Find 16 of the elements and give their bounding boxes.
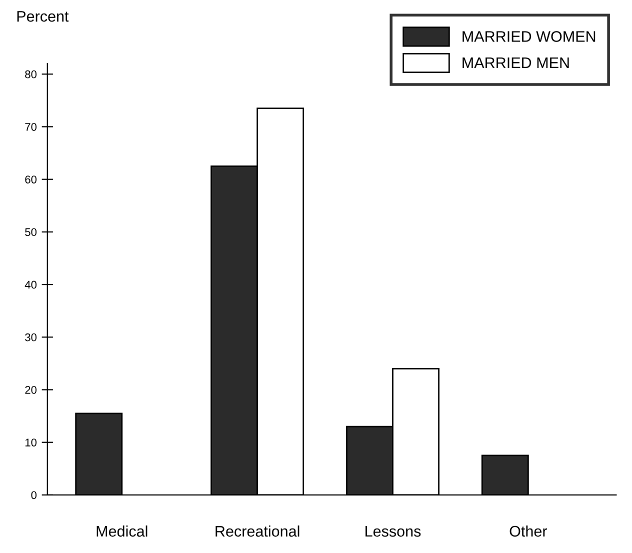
y-tick-label: 60 xyxy=(25,176,37,184)
y-tick-label: 0 xyxy=(31,491,37,500)
y-tick-label: 80 xyxy=(25,70,37,78)
x-tick-label: Medical xyxy=(96,525,148,537)
y-tick-label: 20 xyxy=(25,386,37,394)
y-tick-label: 70 xyxy=(25,122,37,131)
legend-label: MARRIED WOMEN xyxy=(462,31,596,42)
x-tick-label: Other xyxy=(510,525,548,537)
y-tick-label: 30 xyxy=(25,333,37,342)
y-tick-label: 40 xyxy=(24,280,37,289)
legend-label: MARRIED MEN xyxy=(462,58,569,68)
x-tick-label: Recreational xyxy=(216,525,300,537)
y-axis-title: Percent xyxy=(17,11,69,22)
y-tick-label: 10 xyxy=(25,438,37,446)
y-tick-label: 50 xyxy=(25,228,37,236)
x-tick-label: Lessons xyxy=(366,526,421,537)
